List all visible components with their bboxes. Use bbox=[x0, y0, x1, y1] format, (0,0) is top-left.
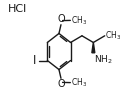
Polygon shape bbox=[92, 42, 95, 53]
Text: CH$_3$: CH$_3$ bbox=[71, 14, 87, 27]
Text: NH$_2$: NH$_2$ bbox=[94, 54, 112, 66]
Text: CH$_3$: CH$_3$ bbox=[105, 29, 121, 42]
Text: O: O bbox=[57, 14, 65, 24]
Text: I: I bbox=[33, 54, 37, 67]
Text: CH$_3$: CH$_3$ bbox=[71, 76, 87, 89]
Text: HCl: HCl bbox=[8, 4, 27, 14]
Text: O: O bbox=[57, 79, 65, 89]
